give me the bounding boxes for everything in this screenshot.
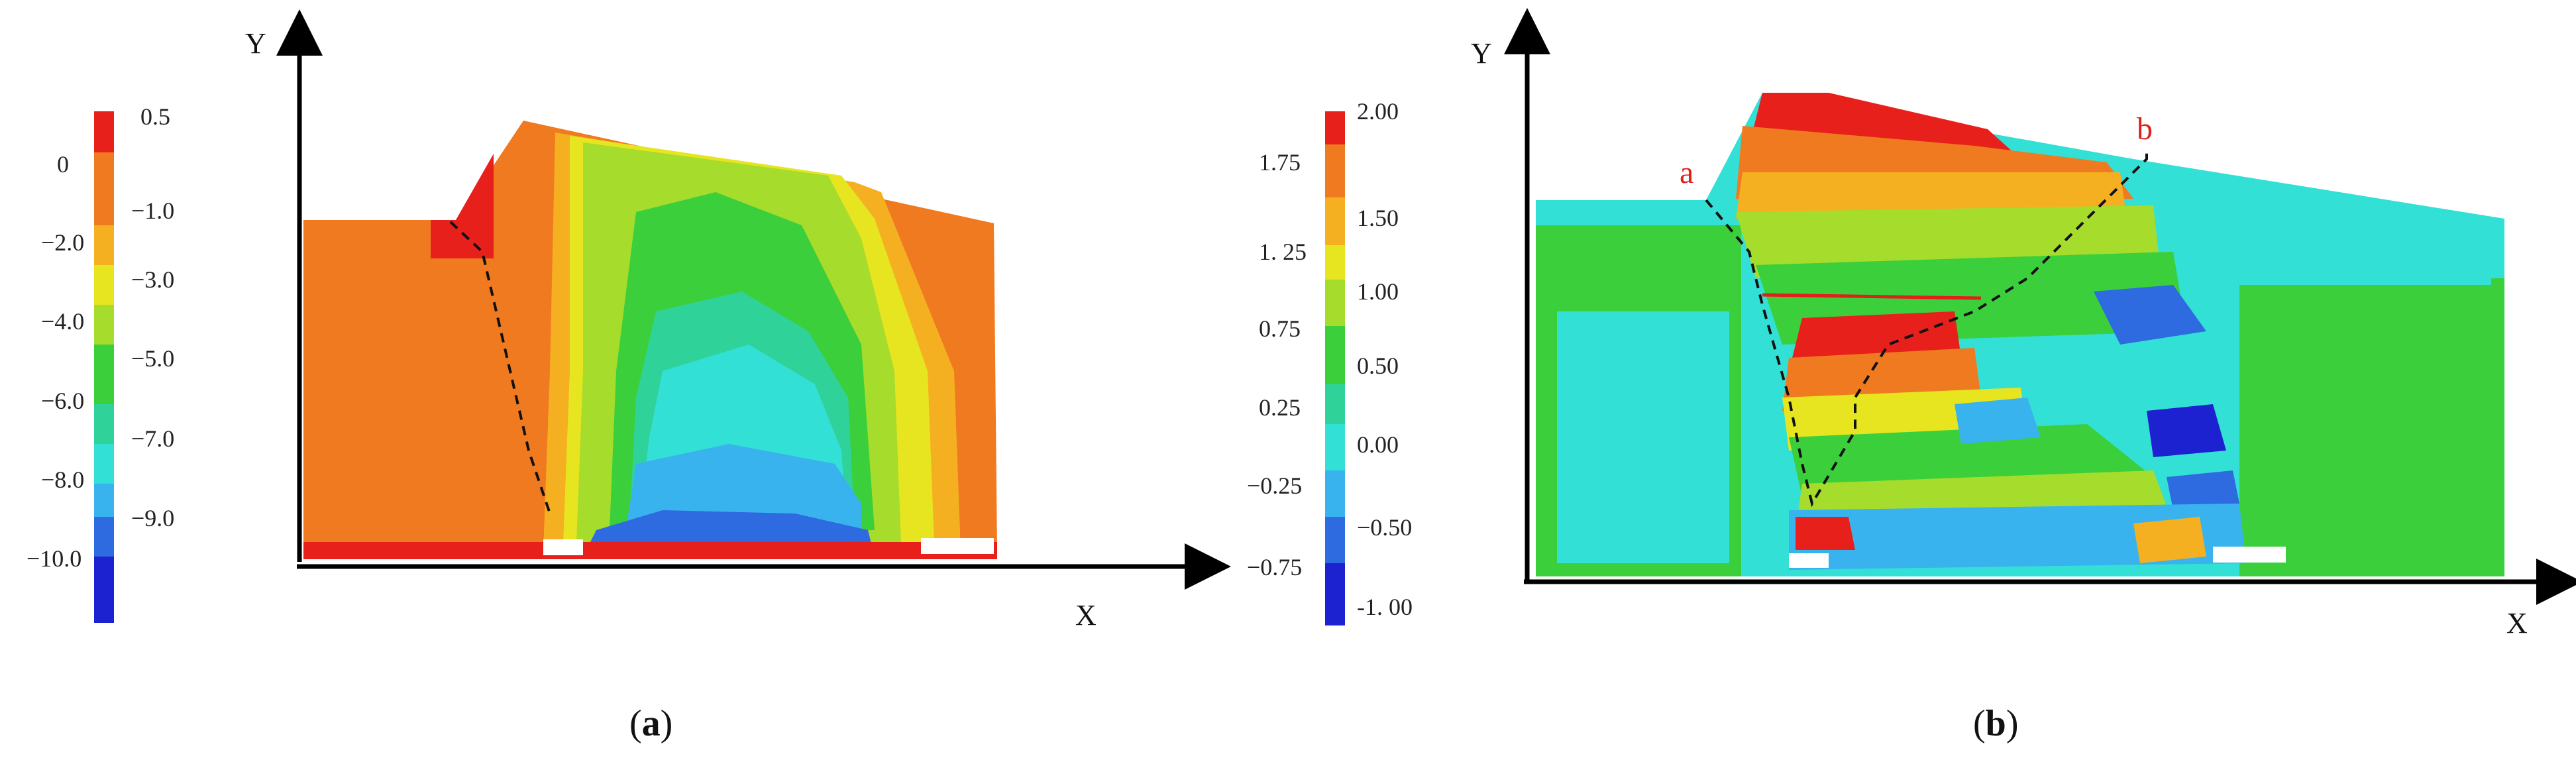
panel-b: a b Y X (b) bbox=[1471, 8, 2576, 744]
colorbar-a-tick-7: −6.0 bbox=[41, 388, 84, 414]
colorbar-a-tick-9: −8.0 bbox=[41, 466, 84, 493]
model-b-bottom-debris bbox=[1789, 504, 2246, 570]
colorbar-b-tick-7: 0.25 bbox=[1259, 394, 1301, 421]
colorbar-b-orange bbox=[1325, 144, 1345, 197]
model-b-cyan-right bbox=[2239, 219, 2491, 285]
colorbar-a-green bbox=[94, 345, 114, 404]
colorbar-b-blue bbox=[1325, 517, 1345, 563]
model-b-yellow-band bbox=[1736, 172, 2127, 219]
colorbar-a-tick-0: 0.5 bbox=[140, 103, 170, 130]
colorbar-b-cyan bbox=[1325, 424, 1345, 470]
colorbar-b-tick-10: −0.50 bbox=[1357, 514, 1412, 541]
model-b-bottom-red-left bbox=[1796, 517, 1855, 550]
colorbar-a-tick-2: −1.0 bbox=[131, 197, 174, 224]
slope-model-a bbox=[303, 121, 997, 559]
model-b-blue-patch-3 bbox=[2167, 470, 2239, 510]
model-b-blue-patch-2 bbox=[2147, 404, 2226, 457]
colorbar-b-tick-12: -1. 00 bbox=[1357, 594, 1413, 620]
model-a-void-left bbox=[543, 539, 583, 555]
model-b-green-right bbox=[2239, 278, 2504, 576]
model-b-cyan-left bbox=[1557, 311, 1729, 563]
model-b-blue-patch-1 bbox=[2094, 285, 2206, 345]
colorbar-a-tick-3: −2.0 bbox=[41, 229, 84, 256]
axis-b-y-label: Y bbox=[1471, 37, 1492, 70]
colorbar-a: 0.5 0 −1.0 −2.0 −3.0 −4.0 −5.0 −6.0 −7.0… bbox=[27, 103, 174, 623]
colorbar-b-light-blue bbox=[1325, 470, 1345, 517]
model-a-void-right bbox=[921, 538, 994, 554]
model-a-slip-surface bbox=[449, 221, 551, 514]
colorbar-b-tick-4: 1.00 bbox=[1357, 278, 1399, 305]
model-b-bottom-yellow-right bbox=[2133, 517, 2206, 563]
panel-a: 0.5 0 −1.0 −2.0 −3.0 −4.0 −5.0 −6.0 −7.0… bbox=[27, 9, 1413, 744]
colorbar-b-green bbox=[1325, 326, 1345, 384]
colorbar-a-tick-8: −7.0 bbox=[131, 425, 174, 452]
model-b-slip-surface bbox=[1705, 149, 2148, 508]
colorbar-b-tick-11: −0.75 bbox=[1247, 554, 1302, 580]
colorbar-b-tick-3: 1. 25 bbox=[1259, 239, 1307, 265]
colorbar-a-tick-5: −4.0 bbox=[41, 308, 84, 335]
colorbar-b-tick-5: 0.75 bbox=[1259, 315, 1301, 342]
model-b-light-blue-patch bbox=[1955, 398, 2041, 444]
colorbar-b-tick-2: 1.50 bbox=[1357, 205, 1399, 231]
axis-a-x-label: X bbox=[1075, 599, 1097, 631]
colorbar-a-red bbox=[94, 111, 114, 152]
colorbar-a-yellow-orange bbox=[94, 225, 114, 265]
colorbar-a-tick-11: −10.0 bbox=[27, 545, 81, 572]
model-b-void-left bbox=[1789, 553, 1829, 568]
colorbar-a-yellow bbox=[94, 265, 114, 305]
colorbar-b-tick-9: −0.25 bbox=[1247, 472, 1302, 499]
colorbar-a-blue bbox=[94, 517, 114, 557]
point-b-label: b bbox=[2137, 111, 2153, 146]
colorbar-b-tick-6: 0.50 bbox=[1357, 352, 1399, 379]
colorbar-a-orange bbox=[94, 152, 114, 225]
caption-a: (a) bbox=[629, 703, 672, 744]
colorbar-b-teal bbox=[1325, 384, 1345, 424]
model-b-crack-line bbox=[1762, 293, 1982, 300]
model-a-base-strip bbox=[303, 542, 997, 559]
colorbar-b-yellow-green bbox=[1325, 280, 1345, 326]
colorbar-a-teal bbox=[94, 404, 114, 444]
colorbar-b-tick-1: 1.75 bbox=[1259, 149, 1301, 176]
colorbar-a-dark-blue bbox=[94, 557, 114, 623]
colorbar-b-red bbox=[1325, 111, 1345, 144]
axis-a-y-label: Y bbox=[245, 27, 266, 60]
colorbar-b-yellow bbox=[1325, 245, 1345, 280]
colorbar-b-tick-0: 2.00 bbox=[1357, 98, 1399, 125]
colorbar-b-dark-blue bbox=[1325, 563, 1345, 625]
axis-b-x-label: X bbox=[2506, 607, 2528, 639]
colorbar-a-tick-4: −3.0 bbox=[131, 266, 174, 293]
colorbar-b-yellow-orange bbox=[1325, 197, 1345, 245]
model-a-red-corner bbox=[431, 154, 494, 258]
model-b-void-right bbox=[2213, 547, 2286, 563]
caption-b: (b) bbox=[1973, 703, 2018, 744]
colorbar-a-cyan bbox=[94, 444, 114, 484]
colorbar-b: 2.00 1.75 1.50 1. 25 1.00 0.75 0.50 0.25… bbox=[1247, 98, 1413, 625]
colorbar-a-tick-6: −5.0 bbox=[131, 345, 174, 372]
colorbar-b-tick-8: 0.00 bbox=[1357, 431, 1399, 458]
point-a-label: a bbox=[1680, 155, 1693, 190]
colorbar-a-tick-10: −9.0 bbox=[131, 505, 174, 531]
colorbar-a-yellow-green bbox=[94, 305, 114, 345]
colorbar-a-light-blue bbox=[94, 484, 114, 517]
colorbar-a-tick-1: 0 bbox=[57, 151, 69, 178]
